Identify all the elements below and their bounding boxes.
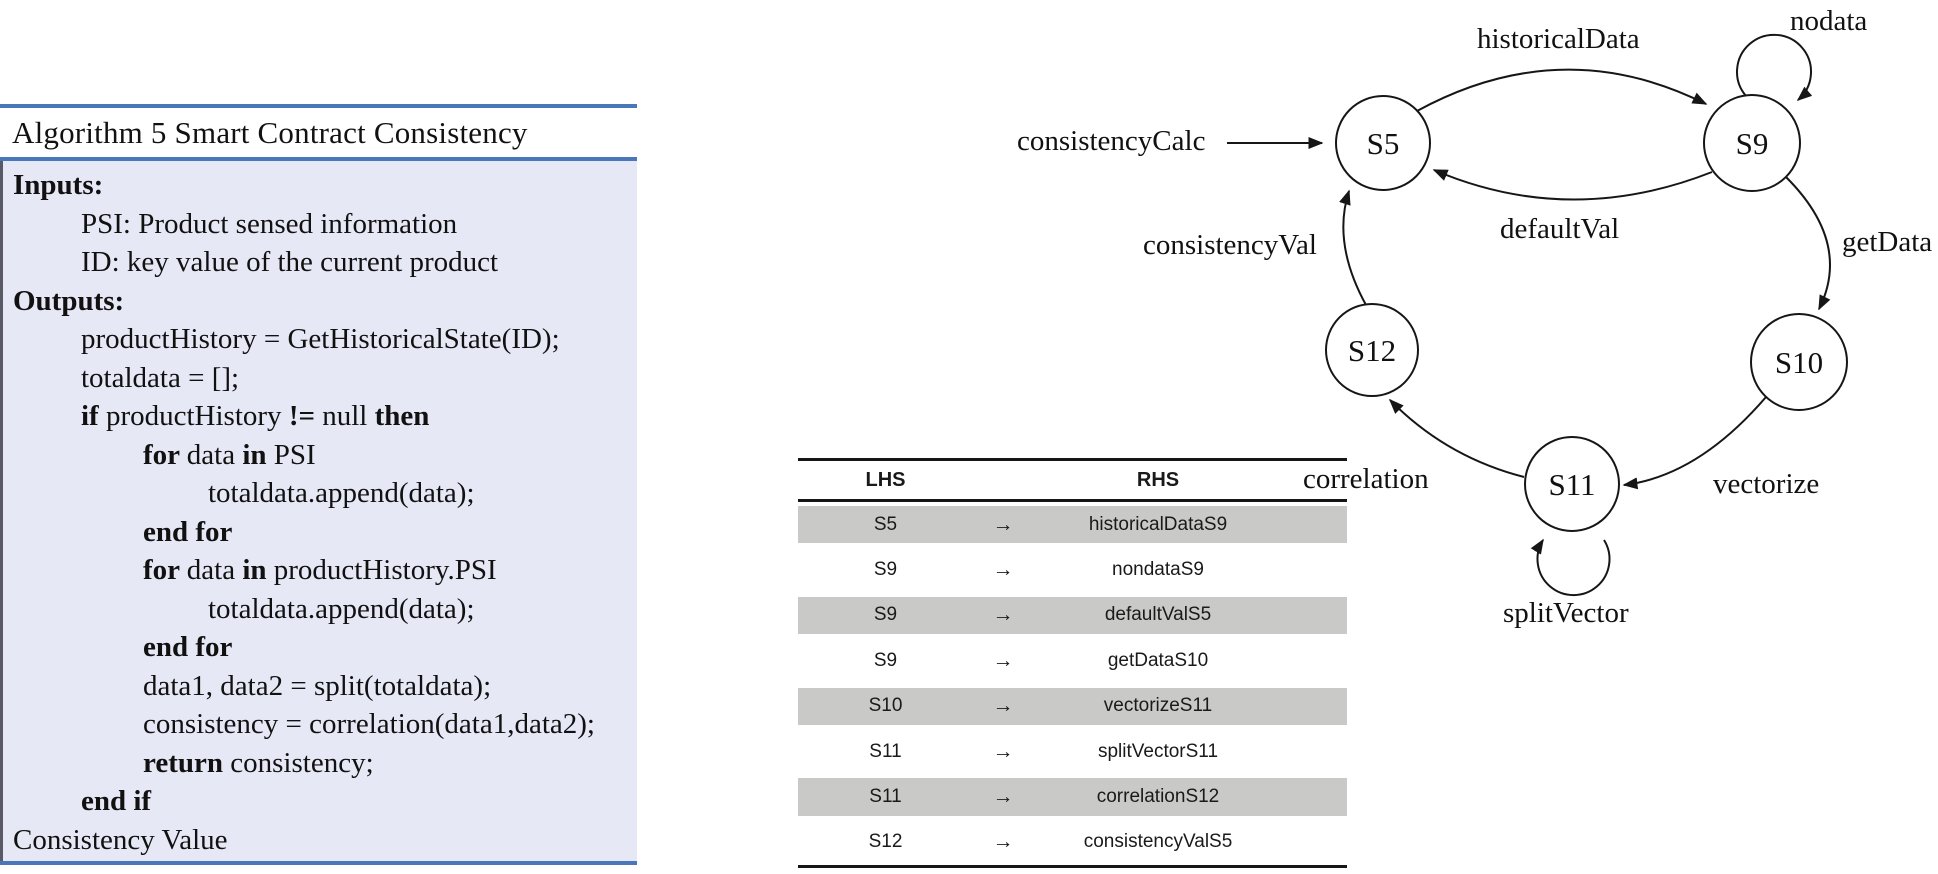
code-line: data1, data2 = split(totaldata); bbox=[143, 669, 492, 702]
table-row: S5 → historicalDataS9 bbox=[798, 502, 1347, 548]
state-s10: S10 bbox=[1750, 313, 1848, 411]
svg-text:S11: S11 bbox=[1548, 467, 1595, 502]
table-cell-lhs: S11 bbox=[869, 786, 902, 808]
table-cell-arrow: → bbox=[992, 694, 1014, 718]
transition-table: LHS RHS S5 → historicalDataS9 S9 → nondataS9 S… bbox=[798, 458, 1347, 869]
table-cell-lhs: S9 bbox=[873, 559, 898, 581]
state-s9: S9 bbox=[1703, 94, 1801, 192]
table-header-rhs: RHS bbox=[1136, 468, 1180, 491]
table-row: S10 → vectorizeS11 bbox=[798, 683, 1347, 729]
code-line: consistency = correlation(data1,data2); bbox=[143, 708, 595, 740]
table-cell-arrow: → bbox=[992, 603, 1014, 627]
table-cell-lhs: S12 bbox=[868, 831, 903, 853]
table-header-lhs: LHS bbox=[865, 468, 906, 491]
label-consistencycalc: consistencyCalc bbox=[1017, 125, 1205, 157]
table-row: S9 → defaultValS5 bbox=[798, 592, 1347, 639]
table-row: S12 → consistencyValS5 bbox=[798, 820, 1347, 865]
label-splitvector: splitVector bbox=[1503, 597, 1629, 629]
algorithm-box: Algorithm 5 Smart Contract Consistency I… bbox=[0, 104, 637, 865]
code-line: return consistency; bbox=[143, 746, 374, 779]
label-nodata: nodata bbox=[1790, 5, 1867, 37]
table-cell-rhs: vectorizeS11 bbox=[1103, 695, 1213, 717]
algorithm-top-rule bbox=[0, 104, 637, 108]
code-line: PSI: Product sensed information bbox=[81, 207, 458, 240]
state-s5: S5 bbox=[1335, 95, 1431, 191]
code-line: productHistory = GetHistoricalState(ID); bbox=[81, 323, 560, 355]
table-cell-arrow: → bbox=[992, 558, 1014, 582]
algorithm-title: Algorithm 5 Smart Contract Consistency bbox=[0, 108, 637, 157]
code-line: Consistency Value bbox=[13, 823, 228, 856]
label-historicaldata: historicalData bbox=[1477, 23, 1640, 55]
transition-table-rows: S5 → historicalDataS9 S9 → nondataS9 S9 → defaul… bbox=[798, 502, 1347, 865]
edge-s9-self-nodata bbox=[1736, 33, 1813, 101]
code-line: ID: key value of the current product bbox=[81, 246, 499, 278]
edge-s12-to-s5-consistencyval bbox=[1339, 189, 1367, 306]
table-cell-rhs: correlationS12 bbox=[1096, 786, 1220, 808]
table-cell-arrow: → bbox=[992, 785, 1014, 809]
svg-text:S5: S5 bbox=[1367, 126, 1400, 161]
edge-s5-to-s9-historicaldata bbox=[1416, 68, 1708, 112]
table-row: S9 → nondataS9 bbox=[798, 547, 1347, 592]
code-line: totaldata = []; bbox=[81, 361, 240, 394]
table-cell-rhs: consistencyValS5 bbox=[1083, 831, 1233, 853]
state-s11: S11 bbox=[1524, 436, 1620, 532]
code-line: Inputs: bbox=[13, 169, 104, 201]
algorithm-title-rule bbox=[0, 157, 637, 161]
code-line: for data in productHistory.PSI bbox=[143, 554, 497, 586]
code-line: end if bbox=[81, 785, 152, 817]
table-cell-rhs: splitVectorS11 bbox=[1097, 740, 1219, 762]
svg-text:S12: S12 bbox=[1348, 333, 1396, 368]
code-line: end for bbox=[143, 515, 233, 548]
table-row: S9 → getDataS10 bbox=[798, 638, 1347, 683]
edge-s11-to-s12-correlation bbox=[1388, 398, 1525, 478]
algorithm-body: Inputs: PSI: Product sensed information ID… bbox=[0, 161, 637, 861]
table-cell-rhs: defaultValS5 bbox=[1104, 604, 1212, 626]
code-line: totaldata.append(data); bbox=[208, 592, 475, 625]
table-cell-rhs: getDataS10 bbox=[1107, 649, 1209, 671]
edge-s11-self-splitvector bbox=[1530, 538, 1611, 597]
code-line: Outputs: bbox=[13, 284, 125, 317]
table-cell-arrow: → bbox=[992, 739, 1014, 763]
table-cell-arrow: → bbox=[992, 512, 1014, 536]
label-getdata: getData bbox=[1842, 226, 1932, 258]
table-cell-rhs: nondataS9 bbox=[1112, 559, 1204, 581]
label-correlation: correlation bbox=[1303, 463, 1429, 495]
code-line: for data in PSI bbox=[143, 438, 316, 471]
code-line: totaldata.append(data); bbox=[208, 477, 475, 509]
label-defaultval: defaultVal bbox=[1500, 213, 1619, 245]
table-cell-lhs: S9 bbox=[873, 604, 898, 626]
table-cell-lhs: S9 bbox=[873, 649, 898, 671]
code-line: if productHistory != null then bbox=[81, 400, 430, 432]
state-s12: S12 bbox=[1325, 303, 1419, 397]
edge-s9-to-s10-getdata bbox=[1785, 176, 1831, 311]
transition-table-header: LHS RHS bbox=[798, 461, 1347, 502]
edge-s10-to-s11-vectorize bbox=[1622, 396, 1767, 490]
algorithm-bottom-rule bbox=[0, 861, 637, 865]
table-row: S11 → splitVectorS11 bbox=[798, 729, 1347, 774]
table-cell-rhs: historicalDataS9 bbox=[1088, 513, 1228, 535]
code-line: end for bbox=[143, 631, 233, 663]
table-cell-lhs: S5 bbox=[873, 513, 898, 535]
table-row: S11 → correlationS12 bbox=[798, 774, 1347, 820]
table-cell-arrow: → bbox=[992, 648, 1014, 672]
table-cell-lhs: S11 bbox=[869, 740, 902, 762]
table-cell-arrow: → bbox=[992, 830, 1014, 854]
label-consistencyval: consistencyVal bbox=[1143, 229, 1317, 261]
table-cell-lhs: S10 bbox=[868, 695, 903, 717]
edge-s9-to-s5-defaultval bbox=[1432, 169, 1713, 201]
label-vectorize: vectorize bbox=[1713, 468, 1819, 500]
svg-text:S10: S10 bbox=[1775, 345, 1823, 380]
svg-text:S9: S9 bbox=[1736, 126, 1769, 161]
